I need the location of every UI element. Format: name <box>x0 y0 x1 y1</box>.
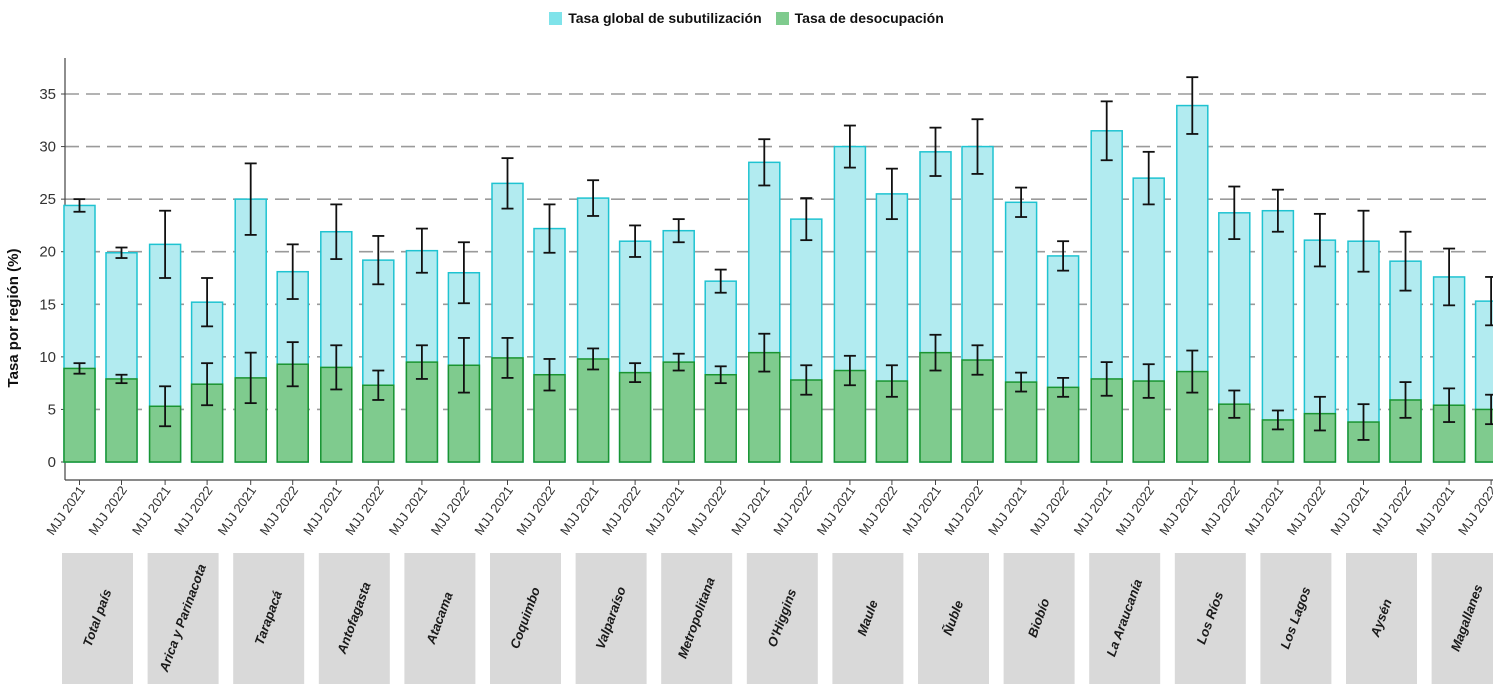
x-tick-label-0-1: MJJ 2022 <box>85 483 130 538</box>
x-tick-label-11-1: MJJ 2022 <box>1027 483 1072 538</box>
x-tick-label-7-0: MJJ 2021 <box>643 483 688 538</box>
x-tick-label-12-0: MJJ 2021 <box>1071 483 1116 538</box>
y-tick-label-10: 10 <box>39 349 56 366</box>
facet-strip-8 <box>746 553 818 684</box>
x-tick-label-6-1: MJJ 2022 <box>599 483 644 538</box>
y-tick-label-20: 20 <box>39 244 56 261</box>
x-tick-label-6-0: MJJ 2021 <box>557 483 602 538</box>
x-tick-label-8-1: MJJ 2022 <box>770 483 815 538</box>
x-tick-label-16-1: MJJ 2022 <box>1455 483 1493 538</box>
facet-strip-10 <box>918 553 989 684</box>
x-tick-label-14-0: MJJ 2021 <box>1242 483 1287 538</box>
facet-strip-11 <box>1003 553 1075 684</box>
facet-strip-1 <box>147 553 219 684</box>
y-tick-label-30: 30 <box>39 139 56 156</box>
y-tick-label-5: 5 <box>48 401 56 418</box>
x-tick-label-13-1: MJJ 2022 <box>1198 483 1243 538</box>
y-tick-label-15: 15 <box>39 296 56 313</box>
bar-desocupacion-11-0 <box>1004 381 1038 463</box>
x-tick-label-3-1: MJJ 2022 <box>342 483 387 538</box>
x-tick-label-8-0: MJJ 2021 <box>728 483 773 538</box>
facet-strip-3 <box>318 553 390 684</box>
bar-desocupacion-5-1 <box>533 373 566 463</box>
x-tick-label-10-1: MJJ 2022 <box>941 483 986 538</box>
x-tick-label-15-0: MJJ 2021 <box>1327 483 1372 538</box>
bar-desocupacion-11-1 <box>1046 386 1080 463</box>
bar-desocupacion-6-1 <box>618 371 652 463</box>
x-tick-label-9-1: MJJ 2022 <box>856 483 901 538</box>
x-tick-label-12-1: MJJ 2022 <box>1113 483 1158 538</box>
x-tick-label-0-0: MJJ 2021 <box>43 483 88 538</box>
x-tick-label-16-0: MJJ 2021 <box>1413 483 1458 538</box>
facet-strip-7 <box>661 553 733 684</box>
facet-strip-6 <box>575 553 647 684</box>
x-tick-label-2-0: MJJ 2021 <box>215 483 260 538</box>
facet-strip-13 <box>1174 553 1246 684</box>
x-tick-label-11-0: MJJ 2021 <box>985 483 1030 538</box>
facet-strip-15 <box>1346 553 1417 684</box>
facet-strip-9 <box>832 553 904 684</box>
facet-strip-14 <box>1260 553 1332 684</box>
x-tick-label-10-0: MJJ 2021 <box>899 483 944 538</box>
x-tick-label-14-1: MJJ 2022 <box>1284 483 1329 538</box>
bar-desocupacion-7-1 <box>704 373 737 463</box>
legend-item-subutilizacion[interactable]: Tasa global de subutilización <box>549 10 762 26</box>
legend: Tasa global de subutilización Tasa de de… <box>0 8 1493 28</box>
x-tick-label-4-1: MJJ 2022 <box>428 483 473 538</box>
legend-swatch-subutilizacion <box>549 11 563 25</box>
x-tick-label-13-0: MJJ 2021 <box>1156 483 1201 538</box>
x-tick-label-7-1: MJJ 2022 <box>685 483 730 538</box>
y-tick-label-35: 35 <box>39 86 56 103</box>
facet-strip-5 <box>490 553 561 684</box>
x-tick-label-5-0: MJJ 2021 <box>471 483 516 538</box>
facet-strip-16 <box>1431 553 1493 684</box>
x-tick-label-1-1: MJJ 2022 <box>171 483 216 538</box>
bar-desocupacion-0-1 <box>105 378 138 463</box>
x-tick-label-2-1: MJJ 2022 <box>257 483 302 538</box>
x-tick-label-5-1: MJJ 2022 <box>513 483 558 538</box>
facet-strip-2 <box>233 553 305 684</box>
x-tick-label-9-0: MJJ 2021 <box>814 483 859 538</box>
bar-desocupacion-1-0 <box>148 405 182 463</box>
x-tick-label-4-0: MJJ 2021 <box>386 483 431 538</box>
y-tick-label-25: 25 <box>39 191 56 208</box>
facet-strip-4 <box>404 553 476 684</box>
legend-swatch-desocupacion <box>775 11 789 25</box>
facet-strip-0 <box>62 553 133 684</box>
bar-desocupacion-6-0 <box>576 358 610 463</box>
x-tick-label-15-1: MJJ 2022 <box>1369 483 1414 538</box>
legend-label-desocupacion: Tasa de desocupación <box>794 10 944 26</box>
legend-item-desocupacion[interactable]: Tasa de desocupación <box>775 10 944 26</box>
y-tick-label-0: 0 <box>48 454 56 471</box>
bar-desocupacion-0-0 <box>63 367 96 463</box>
x-tick-label-1-0: MJJ 2021 <box>129 483 174 538</box>
bar-desocupacion-7-0 <box>662 361 695 463</box>
x-tick-label-3-0: MJJ 2021 <box>300 483 345 538</box>
bar-desocupacion-10-1 <box>961 359 994 463</box>
legend-label-subutilizacion: Tasa global de subutilización <box>568 10 762 26</box>
facet-strip-12 <box>1089 553 1161 684</box>
